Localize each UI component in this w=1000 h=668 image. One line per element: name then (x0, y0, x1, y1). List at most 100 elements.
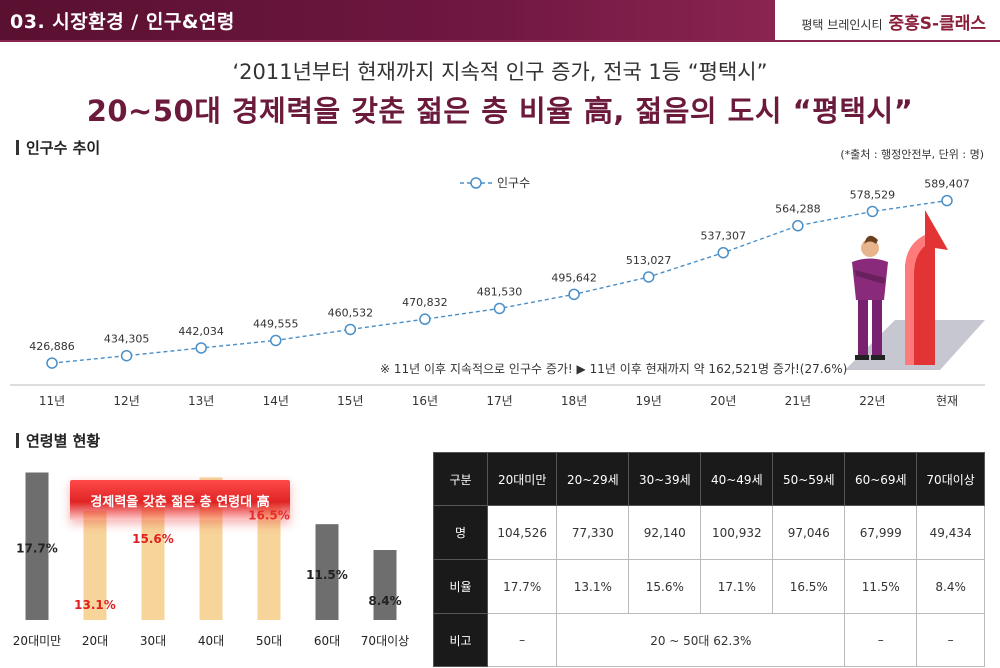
table-cell: 49,434 (916, 505, 985, 560)
data-label: 434,305 (104, 333, 150, 346)
chart-legend: 인구수 (460, 176, 530, 190)
table-row-remark: 비고 – 20 ~ 50대 62.3% – – (433, 613, 985, 667)
age-section-title: 연령별 현황 (26, 432, 101, 450)
table-cell: 11.5% (844, 559, 918, 614)
bar-value-label: 15.6% (132, 532, 174, 546)
table-row: 비율 17.7% 13.1% 15.6% 17.1% 16.5% 11.5% 8… (433, 559, 985, 614)
x-tick-label: 70대이상 (361, 634, 409, 648)
x-tick-label: 19년 (636, 394, 662, 408)
age-section-heading: 연령별 현황 (16, 430, 100, 451)
population-section-title: 인구수 추이 (26, 139, 101, 157)
table-cell: 8.4% (916, 559, 985, 614)
x-tick-label: 21년 (785, 394, 811, 408)
bar (25, 472, 49, 620)
x-tick-label: 20대 (82, 634, 108, 648)
data-label: 495,642 (551, 271, 597, 284)
data-label: 426,886 (29, 340, 75, 353)
headline-title: 20~50대 경제력을 갖춘 젊은 층 비율 高, 젊음의 도시 “평택시” (86, 94, 914, 128)
bar (141, 490, 165, 620)
table-cell: 15.6% (628, 559, 702, 614)
population-line-chart: 426,886 11년 434,305 12년 442,034 13년 449,555 14년… (10, 176, 985, 408)
data-label: 578,529 (850, 188, 896, 201)
x-tick-label: 14년 (263, 394, 289, 408)
row-label: 비고 (433, 613, 488, 667)
legend-marker (470, 177, 482, 189)
bar-value-label: 13.1% (74, 598, 116, 612)
table-cell: 97,046 (772, 505, 846, 560)
highlight-banner: 경제력을 갖춘 젊은 층 연령대 高 (70, 480, 290, 520)
x-tick-label: 20대미만 (13, 634, 61, 648)
data-point (344, 323, 357, 336)
table-header: 30~39세 (628, 452, 702, 506)
series-line-population (51, 199, 948, 364)
data-label: 513,027 (626, 254, 672, 267)
section-title: 03. 시장환경 / 인구&연령 (10, 11, 235, 33)
legend-label: 인구수 (497, 176, 530, 190)
x-tick-label: 16년 (412, 394, 438, 408)
brand-logo-text: 중흥S-클래스 (888, 14, 987, 34)
bar (315, 524, 339, 620)
person-shoe-left (855, 355, 869, 360)
brand-subtitle: 평택 브레인시티 (801, 18, 883, 32)
person-leg-right (872, 300, 882, 355)
headline-subtitle: ‘2011년부터 현재까지 지속적 인구 증가, 전국 1등 “평택시” (232, 60, 768, 84)
x-tick-label: 13년 (188, 394, 214, 408)
table-header: 60~69세 (844, 452, 918, 506)
data-point (568, 288, 580, 301)
table-cell: 17.7% (486, 559, 558, 614)
bar-value-label: 17.7% (16, 542, 58, 556)
data-label: 481,530 (477, 285, 523, 298)
x-tick-label: 50대 (256, 634, 282, 648)
data-point (195, 342, 207, 354)
table-cell: – (486, 613, 558, 667)
data-label: 442,034 (178, 325, 224, 338)
data-label: 470,832 (402, 296, 448, 309)
table-cell-merged: 20 ~ 50대 62.3% (556, 613, 846, 667)
table-header-row: 구분 20대미만 20~29세 30~39세 40~49세 50~59세 60~… (433, 452, 985, 506)
data-point (46, 357, 58, 369)
person-hair (864, 235, 878, 244)
table-header: 70대이상 (916, 452, 985, 506)
person-head (861, 239, 879, 257)
table-cell: 67,999 (844, 505, 918, 560)
table-cell: – (916, 613, 985, 667)
table-cell: 92,140 (628, 505, 702, 560)
data-point (270, 334, 282, 347)
data-point (493, 302, 506, 315)
heading-marker (16, 433, 19, 448)
x-tick-label: 30대 (140, 634, 166, 648)
person-leg-left (858, 300, 868, 355)
table-cell: – (844, 613, 918, 667)
table-cell: 77,330 (556, 505, 630, 560)
data-point (866, 205, 879, 218)
heading-marker (16, 140, 19, 155)
table-header: 40~49세 (700, 452, 774, 506)
data-label: 589,407 (924, 178, 970, 191)
bar (83, 510, 107, 620)
source-note: (*출처 : 행정안전부, 단위 : 명) (840, 148, 984, 161)
x-tick-label: 18년 (561, 394, 587, 408)
data-point (120, 349, 133, 362)
data-label: 564,288 (775, 203, 821, 216)
population-note: ※ 11년 이후 지속적으로 인구수 증가! ▶ 11년 이후 현재까지 약 1… (380, 362, 848, 376)
person-shoe-right (871, 355, 885, 360)
data-point (792, 219, 804, 232)
table-cell: 17.1% (700, 559, 774, 614)
x-tick-label: 20년 (710, 394, 736, 408)
x-tick-label: 11년 (39, 394, 65, 408)
data-label: 460,532 (328, 306, 374, 319)
population-section-heading: 인구수 추이 (16, 137, 100, 158)
table-cell: 104,526 (486, 505, 558, 560)
row-label: 비율 (433, 559, 488, 614)
table-cell: 13.1% (556, 559, 630, 614)
age-table: 구분 20대미만 20~29세 30~39세 40~49세 50~59세 60~… (433, 452, 985, 667)
data-point (941, 194, 953, 207)
rising-arrow-highlight (905, 235, 925, 365)
title-band (0, 0, 775, 40)
x-tick-label: 현재 (936, 394, 958, 408)
bar-value-label: 11.5% (306, 568, 348, 582)
table-cell: 16.5% (772, 559, 846, 614)
bar (373, 550, 397, 620)
bar-value-label: 8.4% (368, 594, 401, 608)
x-tick-label: 22년 (859, 394, 885, 408)
